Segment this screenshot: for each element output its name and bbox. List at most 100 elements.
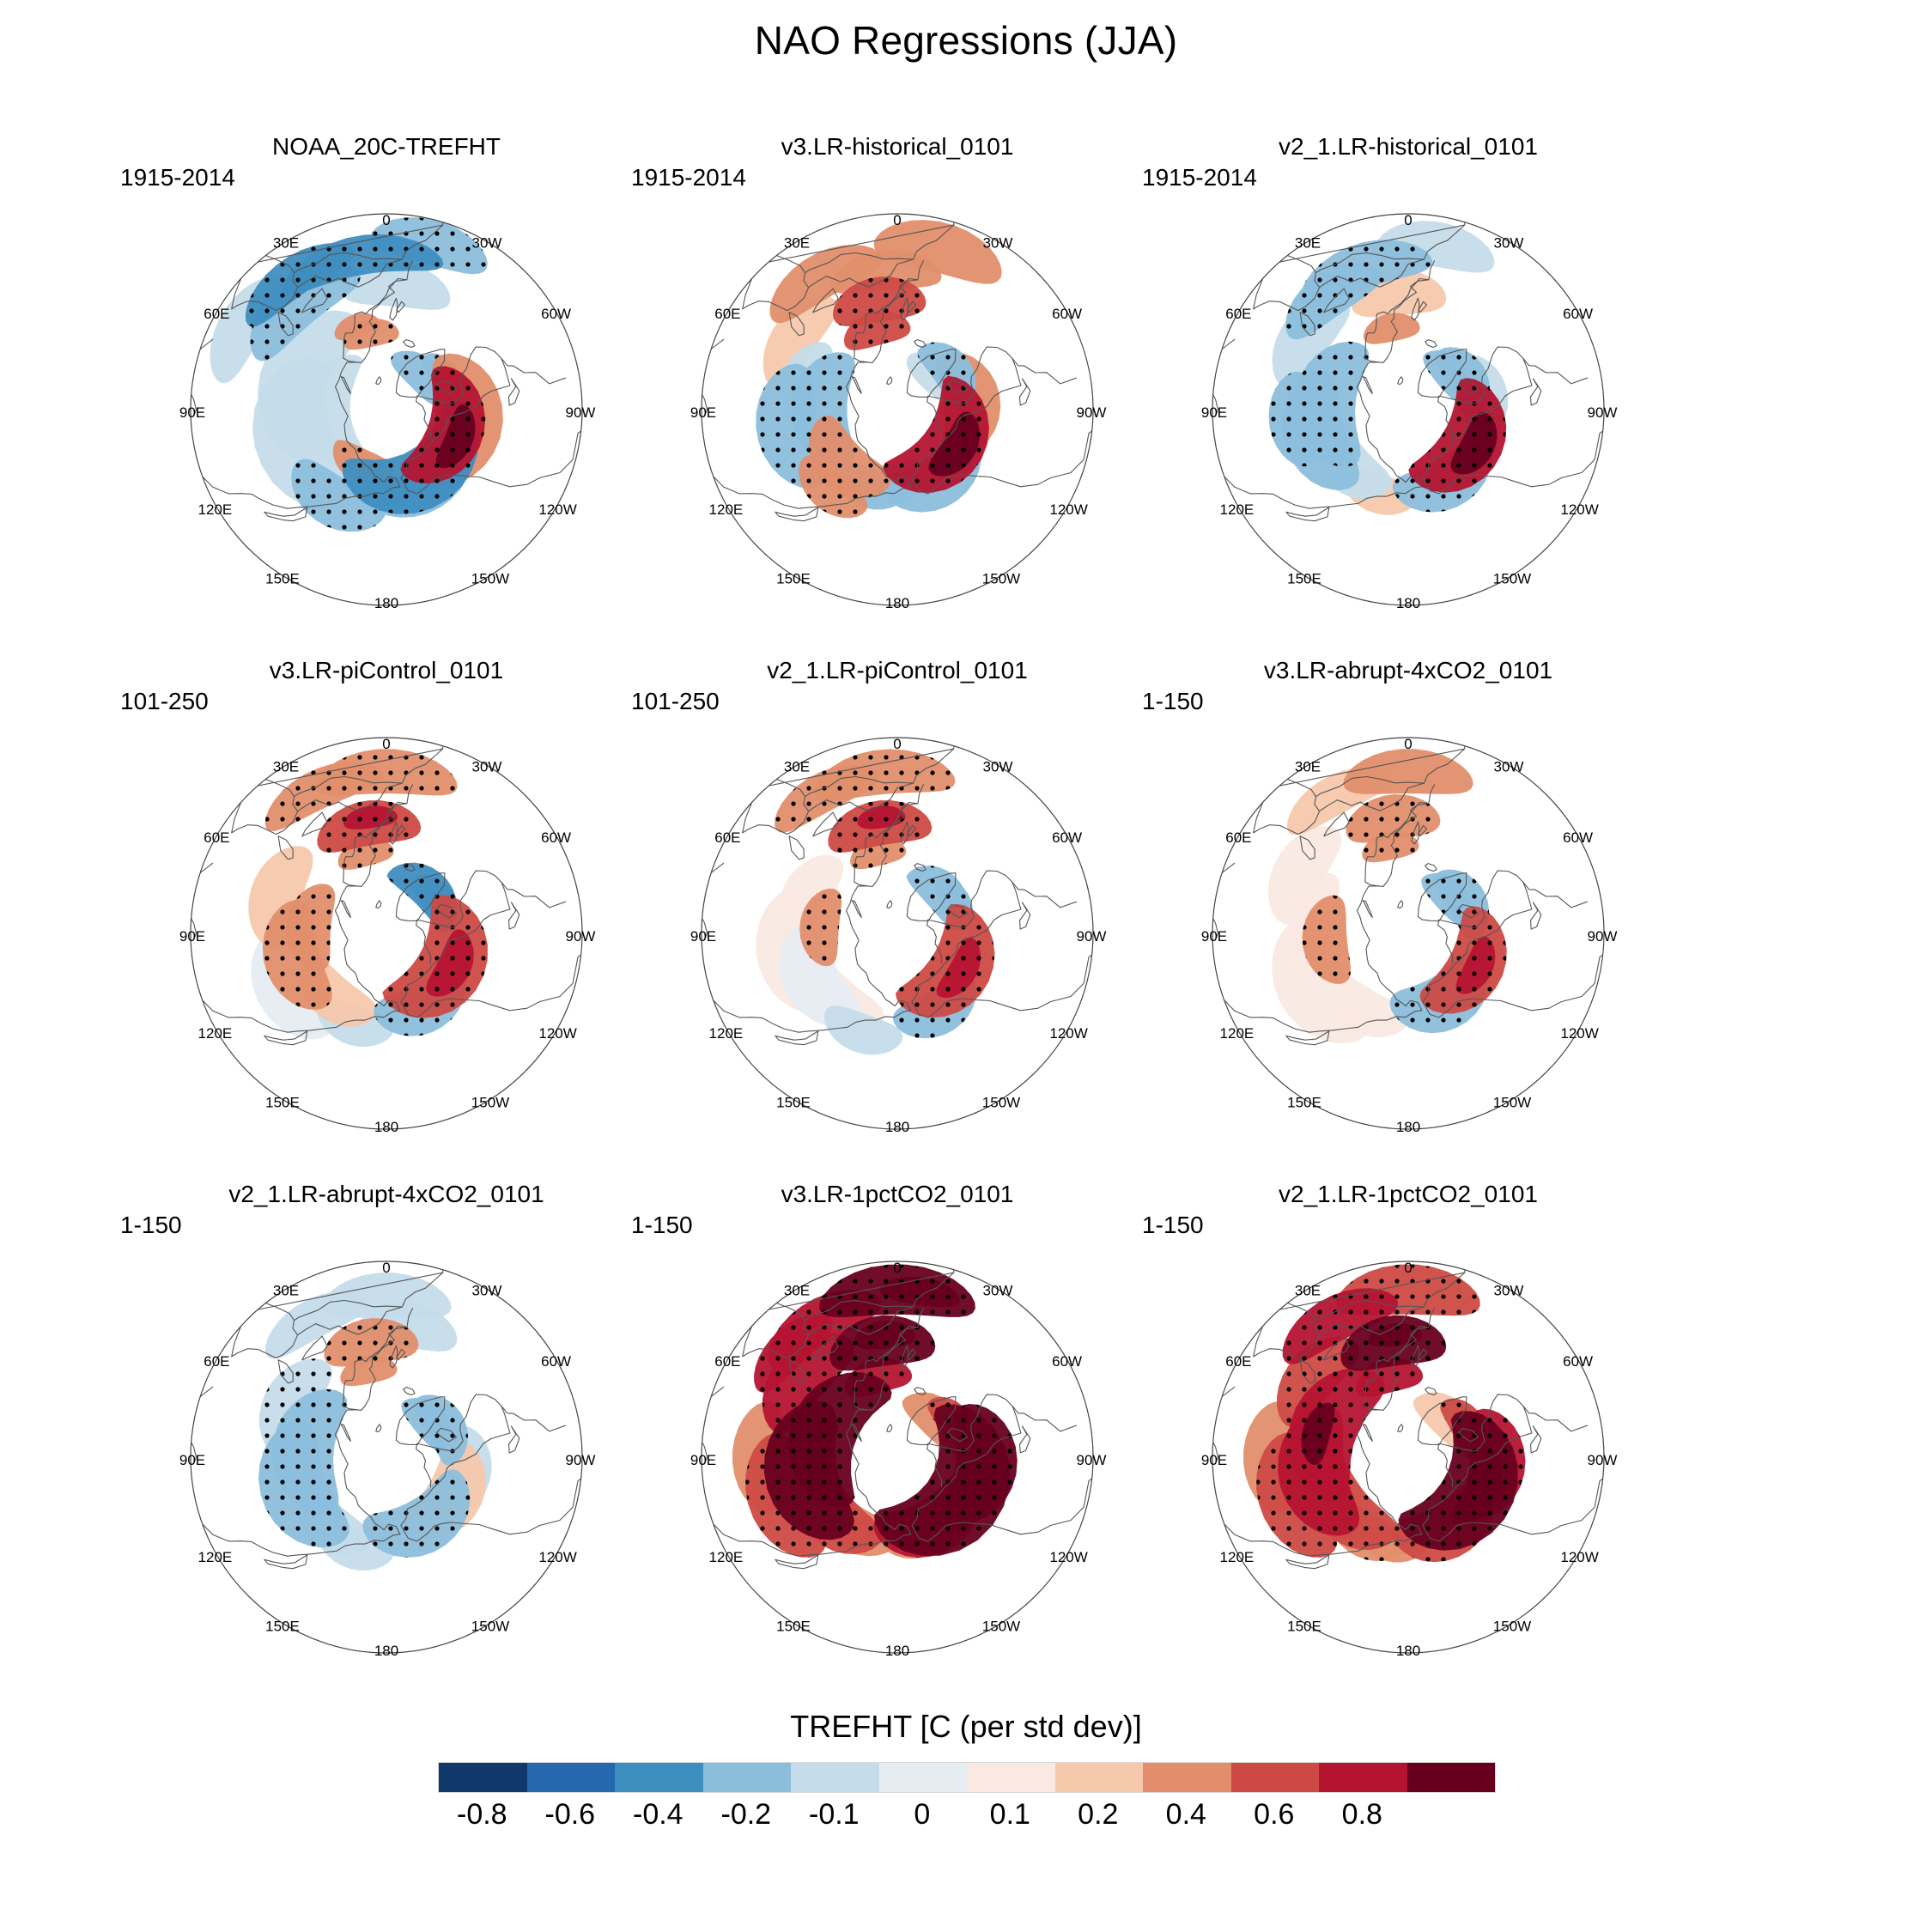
colorbar-swatch — [791, 1763, 879, 1792]
colorbar: TREFHT [C (per std dev)] -0.8 -0.6 -0.4 -0.… — [0, 1709, 1932, 1831]
graticule-label: 30W — [1494, 1282, 1524, 1298]
graticule-label: 90W — [566, 1452, 596, 1468]
colorbar-swatch — [615, 1763, 703, 1792]
polar-map: 180 150W 150E 120W 120E 90W 90E 60W 60E 30W 30E 0 — [1188, 164, 1628, 628]
graticule-label: 120W — [1049, 1025, 1087, 1042]
graticule-label: 150W — [1493, 1095, 1531, 1111]
graticule-label: 90E — [179, 1452, 205, 1468]
polar-map: 180 150W 150E 120W 120E 90W 90E 60W 60E 30W 30E 0 — [1188, 1212, 1628, 1675]
graticule-label: 60E — [204, 306, 229, 322]
graticule-label: 0 — [893, 736, 901, 752]
graticule-label: 150E — [1287, 571, 1321, 587]
graticule-label: 60E — [204, 829, 229, 846]
graticule-label: 120W — [1049, 1549, 1087, 1565]
colorbar-tick: 0.1 — [989, 1798, 1030, 1831]
graticule-label: 30E — [1295, 234, 1321, 251]
graticule-label: 120E — [709, 1025, 744, 1042]
graticule-label: 150W — [982, 1095, 1020, 1111]
graticule-label: 90E — [1201, 1452, 1227, 1468]
graticule-label: 30E — [784, 234, 810, 251]
graticule-label: 180 — [1396, 595, 1420, 611]
graticule-label: 90E — [690, 404, 716, 421]
panel-title: v3.LR-piControl_0101 — [269, 657, 504, 683]
graticule-label: 150E — [1287, 1095, 1321, 1111]
polar-map: 180 150W 150E 120W 120E 90W 90E 60W 60E 30W 30E 0 — [167, 688, 606, 1151]
graticule-label: 120W — [1560, 501, 1598, 518]
graticule-label: 150E — [776, 1095, 811, 1111]
colorbar-tick: 0.2 — [1078, 1798, 1119, 1831]
graticule-label: 150E — [265, 1619, 300, 1635]
colorbar-swatch — [1319, 1763, 1407, 1792]
colorbar-swatch — [702, 1763, 791, 1792]
graticule-label: 120E — [1220, 1549, 1255, 1565]
graticule-label: 60W — [541, 1353, 571, 1370]
colorbar-swatch — [1054, 1763, 1143, 1792]
graticule-label: 90E — [690, 928, 716, 945]
graticule-label: 30E — [784, 1282, 810, 1298]
graticule-label: 150W — [1493, 1619, 1531, 1635]
polar-map: 180 150W 150E 120W 120E 90W 90E 60W 60E 30W 30E 0 — [677, 1212, 1117, 1675]
colorbar-swatch — [1406, 1763, 1495, 1792]
panel-period-label: 1-150 — [1142, 688, 1204, 714]
colorbar-title: TREFHT [C (per std dev)] — [790, 1709, 1142, 1744]
map-panel: v2_1.LR-abrupt-4xCO2_0101 1-150 180 150W 1… — [120, 1181, 644, 1679]
graticule-label: 150E — [265, 571, 300, 587]
graticule-label: 180 — [885, 1643, 909, 1659]
graticule-label: 30W — [472, 1282, 502, 1298]
polar-map: 180 150W 150E 120W 120E 90W 90E 60W 60E 30W 30E 0 — [677, 164, 1117, 628]
graticule-label: 180 — [374, 1119, 398, 1135]
panel-period-label: 101-250 — [120, 688, 209, 714]
panel-title: v3.LR-historical_0101 — [781, 133, 1014, 160]
graticule-label: 120W — [538, 501, 576, 518]
graticule-label: 60E — [714, 306, 740, 322]
graticule-label: 60W — [541, 829, 571, 846]
graticule-label: 60W — [1563, 1353, 1593, 1370]
panel-title: v3.LR-1pctCO2_0101 — [781, 1181, 1014, 1207]
graticule-label: 150W — [471, 1619, 509, 1635]
map-panel: v3.LR-historical_0101 1915-2014 180 150W 1… — [631, 133, 1155, 631]
graticule-label: 120E — [1220, 501, 1255, 518]
panel-period-label: 101-250 — [631, 688, 720, 714]
colorbar-tick: 0.8 — [1341, 1798, 1382, 1831]
polar-map: 180 150W 150E 120W 120E 90W 90E 60W 60E 30W 30E 0 — [167, 1212, 606, 1675]
panel-title: NOAA_20C-TREFHT — [271, 133, 501, 160]
colorbar-tick: -0.8 — [457, 1798, 507, 1831]
graticule-label: 120W — [1049, 501, 1087, 518]
map-panel: v2_1.LR-1pctCO2_0101 1-150 180 150W 150E 12… — [1142, 1181, 1666, 1679]
panel-period-label: 1-150 — [120, 1212, 182, 1238]
colorbar-swatch — [967, 1763, 1055, 1792]
graticule-label: 0 — [1404, 1260, 1412, 1276]
graticule-label: 90W — [1077, 928, 1107, 945]
graticule-label: 150W — [471, 571, 509, 587]
graticule-label: 60W — [1052, 306, 1082, 322]
panel-period-label: 1915-2014 — [120, 164, 235, 191]
panel-title: v2_1.LR-historical_0101 — [1279, 133, 1538, 160]
graticule-label: 180 — [1396, 1119, 1420, 1135]
panel-title: v2_1.LR-piControl_0101 — [767, 657, 1028, 683]
graticule-label: 180 — [374, 595, 398, 611]
graticule-label: 150W — [982, 571, 1020, 587]
graticule-label: 60E — [1225, 1353, 1251, 1370]
graticule-label: 90W — [566, 928, 596, 945]
graticule-label: 90E — [179, 404, 205, 421]
graticule-label: 0 — [1404, 212, 1412, 228]
graticule-label: 150E — [1287, 1619, 1321, 1635]
graticule-label: 0 — [893, 1260, 901, 1276]
graticule-label: 90E — [1201, 928, 1227, 945]
graticule-label: 150E — [776, 1619, 811, 1635]
graticule-label: 120W — [538, 1549, 576, 1565]
graticule-label: 0 — [1404, 736, 1412, 752]
panel-period-label: 1915-2014 — [631, 164, 746, 191]
colorbar-swatch — [526, 1763, 615, 1792]
graticule-label: 30E — [273, 1282, 299, 1298]
graticule-label: 90E — [1201, 404, 1227, 421]
graticule-label: 90W — [1588, 1452, 1618, 1468]
graticule-label: 120W — [538, 1025, 576, 1042]
graticule-label: 30E — [784, 758, 810, 775]
graticule-label: 60E — [1225, 306, 1251, 322]
graticule-label: 30E — [273, 758, 299, 775]
graticule-label: 120W — [1560, 1025, 1598, 1042]
map-panel: v3.LR-abrupt-4xCO2_0101 1-150 180 150W 150… — [1142, 657, 1666, 1155]
panel-period-label: 1-150 — [631, 1212, 693, 1238]
